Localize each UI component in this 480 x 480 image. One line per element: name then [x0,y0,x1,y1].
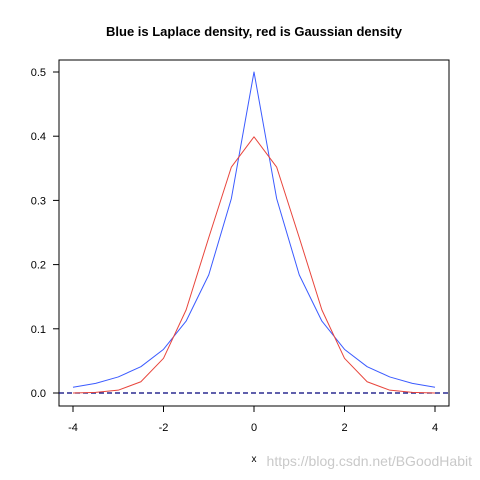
y-tick-label: 0.3 [31,195,46,207]
x-axis: -4 -2 0 2 4 [68,406,438,434]
y-tick-label: 0.5 [31,67,46,79]
laplace-density-line [72,71,436,388]
watermark: https://blog.csdn.net/BGoodHabit [267,453,473,469]
x-tick-label: -2 [159,422,169,434]
x-tick-label: 2 [341,422,347,434]
x-axis-label: x [252,454,257,465]
y-tick-label: 0.2 [31,260,46,272]
y-axis: 0.0 0.1 0.2 0.3 0.4 0.5 [31,67,59,400]
y-tick-label: 0.0 [31,388,46,400]
x-tick-label: 0 [251,422,257,434]
chart-title: Blue is Laplace density, red is Gaussian… [106,24,403,39]
plot-box [58,59,450,407]
gaussian-density-line [72,136,436,394]
x-tick-label: -4 [68,422,78,434]
series-layer [59,71,449,394]
y-tick-label: 0.4 [31,131,46,143]
y-tick-label: 0.1 [31,324,46,336]
x-tick-label: 4 [432,422,438,434]
